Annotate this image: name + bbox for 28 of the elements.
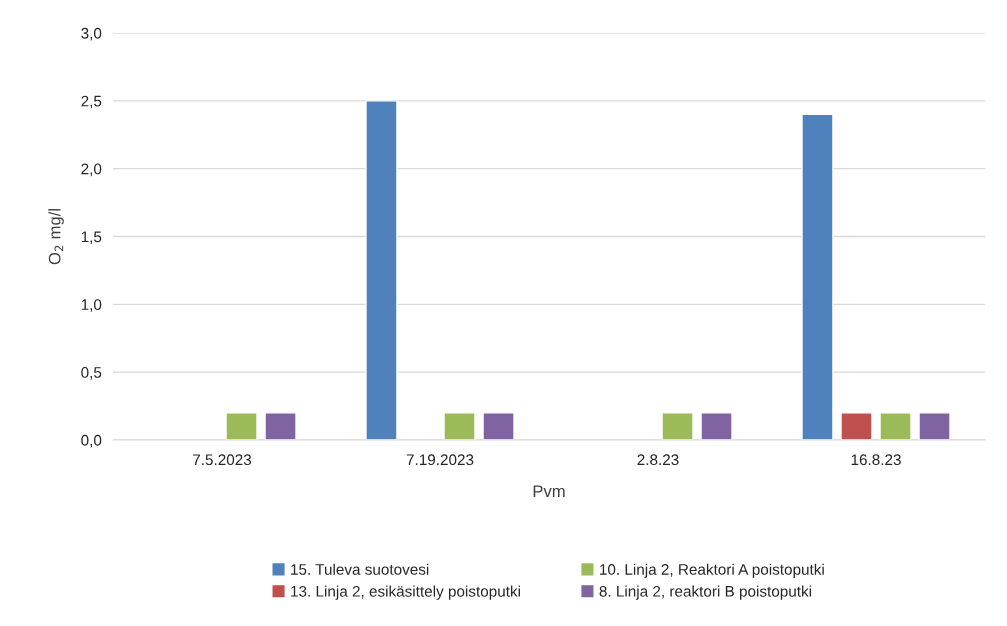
x-tick-label: 2.8.23: [637, 454, 679, 466]
bar: [918, 412, 951, 440]
y-tick-label: 0,0: [81, 434, 102, 448]
bar: [700, 412, 733, 440]
legend-label: 8. Linja 2, reaktori B poistoputki: [599, 585, 812, 600]
y-tick-label: 2,5: [81, 95, 102, 109]
bar: [661, 412, 694, 440]
y-tick-label: 0,5: [81, 367, 102, 380]
legend-label: 13. Linja 2, esikäsittely poistoputki: [291, 585, 520, 600]
legend-label: 10. Linja 2, Reaktori A poistoputki: [600, 563, 824, 578]
bar: [801, 113, 834, 440]
y-axis-title: O$_{2}$ mg/l: [48, 209, 64, 265]
bar: [840, 412, 873, 440]
y-tick-label: 3,0: [81, 27, 102, 41]
x-tick-label: 7.5.2023: [193, 454, 252, 466]
bar: [225, 412, 258, 440]
x-tick-label: 16.8.23: [851, 454, 901, 466]
bar: [365, 100, 398, 440]
y-tick-label: 2,0: [81, 163, 102, 177]
y-tick-label: 1,0: [81, 299, 102, 312]
y-tick-label: 1,5: [81, 231, 102, 244]
bar: [443, 412, 476, 440]
x-tick-label: 7.19.2023: [406, 454, 474, 466]
bar: [482, 412, 515, 440]
legend-label: 15. Tuleva suotovesi: [291, 563, 429, 575]
bar: [879, 412, 912, 440]
bar: [264, 412, 297, 440]
x-axis-title: Pvm: [533, 485, 565, 497]
